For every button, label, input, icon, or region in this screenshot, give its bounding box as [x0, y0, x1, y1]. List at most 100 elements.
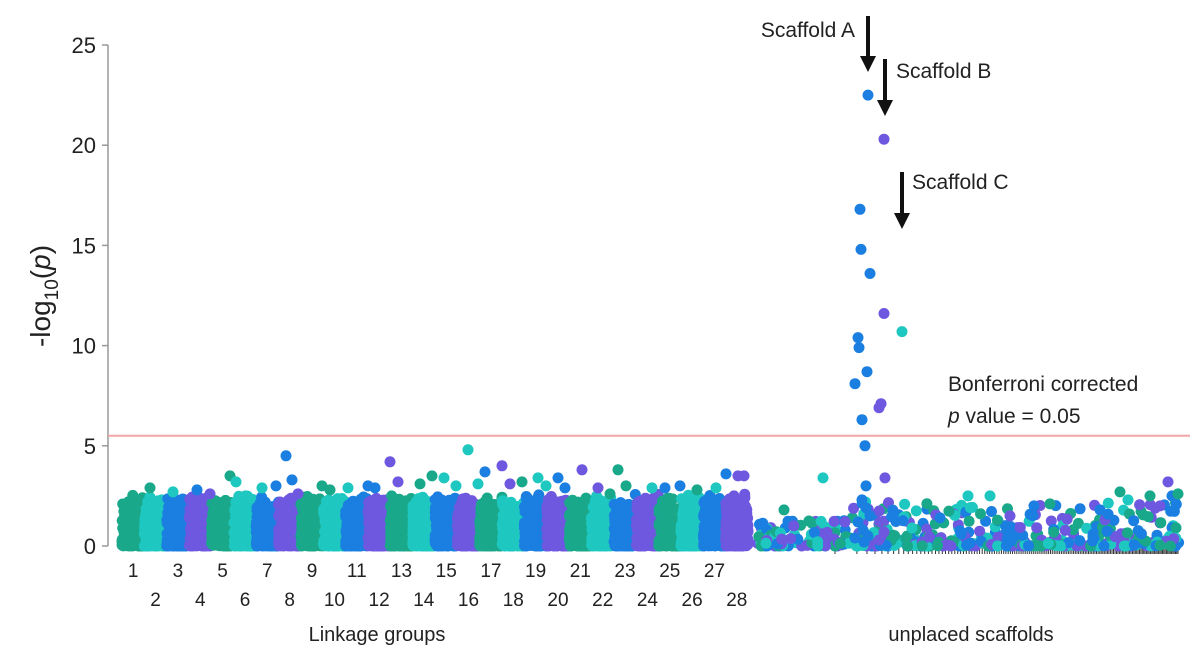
data-point [461, 535, 473, 546]
data-point [413, 523, 425, 534]
lg-tick-label: 21 [570, 561, 591, 582]
lg-tick-label: 28 [726, 590, 747, 611]
data-point [430, 520, 442, 532]
data-point [263, 504, 275, 516]
data-point [387, 537, 399, 549]
lg-tick-label: 13 [391, 561, 412, 582]
data-point [475, 528, 487, 540]
data-point [331, 539, 343, 551]
y-tick-label: 25 [72, 33, 96, 58]
data-point [215, 511, 227, 523]
data-point [551, 540, 563, 552]
data-point [198, 506, 209, 517]
data-point [370, 509, 382, 521]
lg-tick-label: 9 [307, 561, 318, 582]
y-tick-label: 15 [72, 233, 96, 258]
lg-tick-label: 12 [369, 590, 390, 611]
data-point [465, 515, 477, 527]
lg-tick-label: 23 [614, 561, 635, 582]
y-tick-label: 0 [84, 534, 96, 559]
lg-tick-label: 18 [503, 590, 524, 611]
data-point [548, 501, 560, 513]
data-point [309, 516, 321, 528]
data-point [409, 535, 421, 547]
data-point [258, 540, 270, 552]
data-point [208, 499, 220, 511]
data-point [287, 500, 298, 512]
data-point [393, 527, 405, 539]
data-point [407, 500, 419, 512]
data-point [524, 514, 536, 526]
data-point [255, 512, 267, 524]
data-point [481, 492, 493, 504]
lg-tick-label: 4 [195, 590, 206, 611]
data-point [462, 503, 474, 515]
data-point [145, 504, 157, 516]
data-point [336, 493, 348, 504]
data-point [319, 516, 331, 528]
data-point [328, 504, 340, 516]
lg-tick-label: 1 [128, 561, 139, 582]
data-point [388, 519, 399, 531]
data-point [457, 517, 469, 529]
y-tick-label: 10 [72, 334, 96, 359]
lg-tick-label: 26 [682, 590, 703, 611]
data-point [298, 504, 309, 516]
lg-tick-label: 27 [704, 561, 725, 582]
data-points [116, 89, 1185, 552]
data-point [417, 491, 429, 503]
data-point [522, 531, 534, 543]
data-point [123, 496, 134, 508]
data-point [233, 490, 245, 502]
data-point [119, 515, 131, 527]
data-point [298, 514, 310, 525]
lg-tick-label: 3 [173, 561, 184, 582]
lg-tick-label: 2 [150, 590, 161, 611]
data-point [393, 500, 405, 512]
data-point [119, 504, 131, 516]
data-point [541, 514, 553, 526]
lg-tick-label: 11 [347, 561, 367, 582]
data-point [163, 501, 175, 513]
data-point [287, 537, 299, 549]
data-point [567, 539, 579, 551]
data-point [184, 512, 196, 524]
lg-tick-label: 5 [217, 561, 228, 582]
lg-tick-label: 22 [592, 590, 613, 611]
data-point [124, 529, 136, 541]
lg-tick-label: 24 [637, 590, 659, 611]
unplaced-scaffolds-label: unplaced scaffolds [888, 624, 1053, 646]
lg-tick-label: 10 [324, 590, 345, 611]
data-point [323, 494, 335, 506]
data-point [365, 495, 377, 507]
lg-tick-label: 8 [284, 590, 295, 611]
lg-tick-label: 16 [458, 590, 479, 611]
data-point [229, 503, 241, 515]
data-point [485, 539, 497, 551]
data-point [520, 492, 532, 504]
data-point [417, 537, 429, 549]
data-point [365, 538, 377, 550]
data-point [456, 496, 468, 508]
data-point [480, 520, 492, 532]
data-point [174, 518, 186, 530]
data-point [231, 520, 243, 532]
data-point [255, 525, 267, 537]
lg-tick-label: 19 [525, 561, 546, 582]
data-point [301, 491, 313, 502]
data-point [296, 524, 308, 536]
lg-tick-label: 6 [240, 590, 251, 611]
data-point [274, 527, 286, 539]
lg-tick-label: 7 [262, 561, 273, 582]
y-tick-label: 20 [72, 133, 96, 158]
linkage-groups-label: Linkage groups [309, 624, 446, 646]
data-point [398, 540, 410, 552]
data-point [164, 514, 176, 526]
data-point [189, 499, 201, 511]
data-point [475, 540, 487, 552]
data-point [206, 531, 218, 543]
y-axis-label: -log10(p) [25, 245, 63, 347]
data-point [322, 535, 334, 547]
